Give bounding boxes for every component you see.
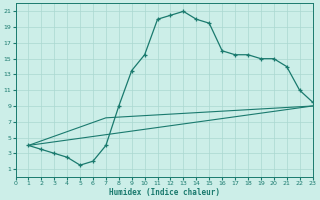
- X-axis label: Humidex (Indice chaleur): Humidex (Indice chaleur): [108, 188, 220, 197]
